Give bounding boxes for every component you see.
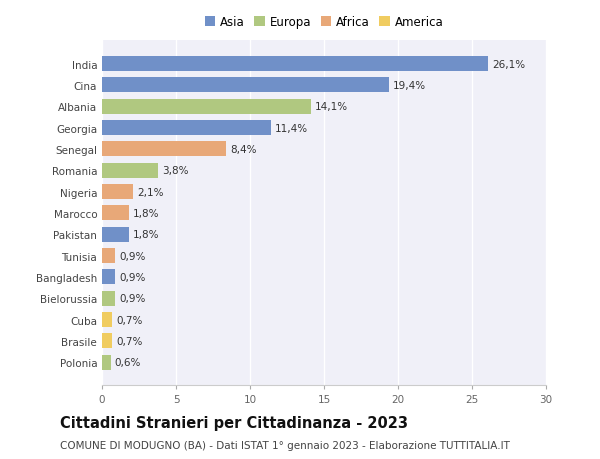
Text: 2,1%: 2,1% <box>137 187 163 197</box>
Text: 14,1%: 14,1% <box>314 102 347 112</box>
Text: 0,7%: 0,7% <box>116 336 142 346</box>
Bar <box>102 142 226 157</box>
Bar <box>102 270 115 285</box>
Bar <box>102 78 389 93</box>
Text: COMUNE DI MODUGNO (BA) - Dati ISTAT 1° gennaio 2023 - Elaborazione TUTTITALIA.IT: COMUNE DI MODUGNO (BA) - Dati ISTAT 1° g… <box>60 440 510 450</box>
Text: 11,4%: 11,4% <box>274 123 308 133</box>
Text: 0,9%: 0,9% <box>119 294 145 303</box>
Bar <box>102 121 271 136</box>
Text: 0,6%: 0,6% <box>115 358 141 368</box>
Bar <box>102 185 133 200</box>
Text: 26,1%: 26,1% <box>492 59 525 69</box>
Text: 0,7%: 0,7% <box>116 315 142 325</box>
Text: 8,4%: 8,4% <box>230 145 257 155</box>
Text: 1,8%: 1,8% <box>133 208 159 218</box>
Bar <box>102 313 112 327</box>
Text: Cittadini Stranieri per Cittadinanza - 2023: Cittadini Stranieri per Cittadinanza - 2… <box>60 415 408 431</box>
Bar <box>102 227 128 242</box>
Bar <box>102 206 128 221</box>
Bar <box>102 355 111 370</box>
Bar <box>102 57 488 72</box>
Legend: Asia, Europa, Africa, America: Asia, Europa, Africa, America <box>205 16 443 29</box>
Bar <box>102 249 115 263</box>
Text: 1,8%: 1,8% <box>133 230 159 240</box>
Bar <box>102 163 158 178</box>
Text: 0,9%: 0,9% <box>119 251 145 261</box>
Text: 0,9%: 0,9% <box>119 272 145 282</box>
Text: 19,4%: 19,4% <box>393 81 426 91</box>
Bar <box>102 334 112 349</box>
Bar <box>102 291 115 306</box>
Text: 3,8%: 3,8% <box>162 166 188 176</box>
Bar <box>102 100 311 114</box>
